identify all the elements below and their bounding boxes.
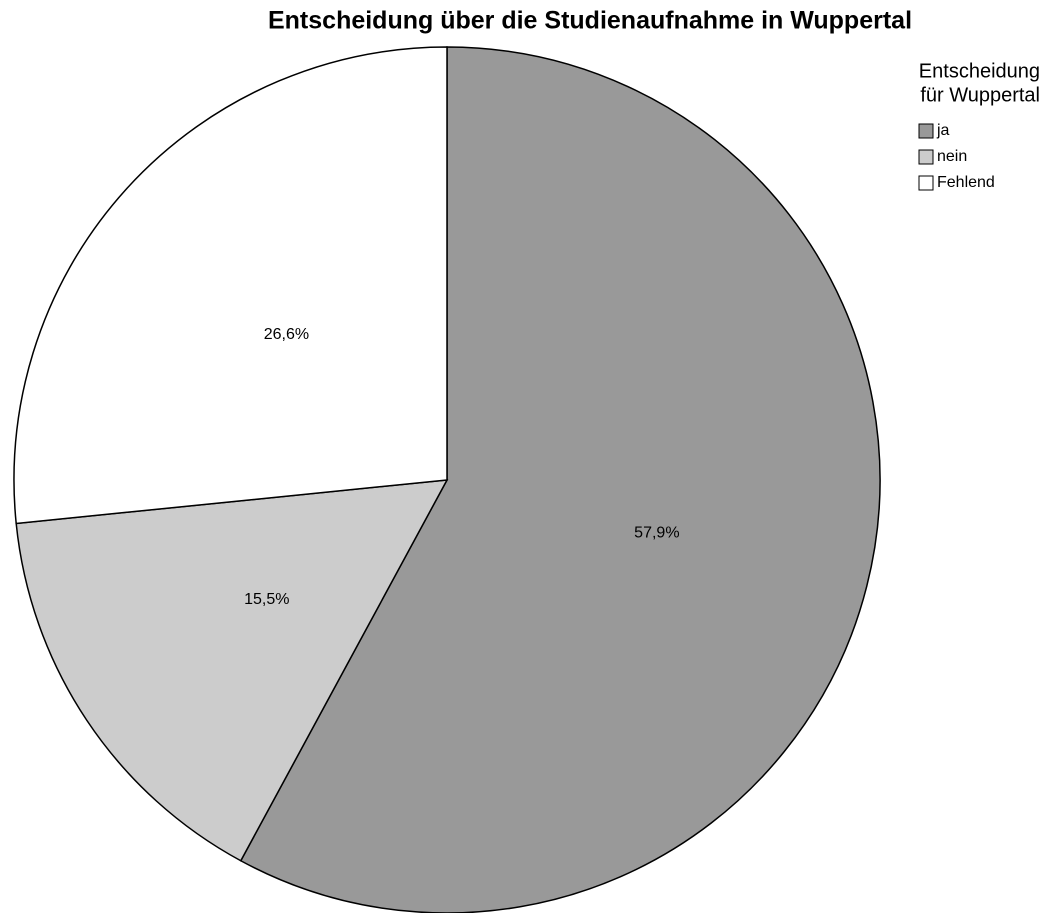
legend-swatch [918, 149, 934, 165]
chart-title: Entscheidung über die Studienaufnahme in… [268, 7, 912, 35]
data-label: 15,5% [244, 591, 289, 608]
legend-title: Entscheidung [919, 60, 1040, 82]
legend-swatch [918, 175, 934, 191]
legend-label: nein [937, 148, 967, 165]
pie-slice [13, 46, 448, 525]
legend-title: für Wuppertal [920, 84, 1040, 106]
legend-swatch [918, 123, 934, 139]
pie-slice [15, 479, 449, 862]
legend-label: Fehlend [937, 174, 995, 191]
data-label: 57,9% [634, 524, 679, 541]
data-label: 26,6% [264, 326, 309, 343]
legend-label: ja [936, 122, 950, 139]
pie-slice [239, 46, 881, 913]
